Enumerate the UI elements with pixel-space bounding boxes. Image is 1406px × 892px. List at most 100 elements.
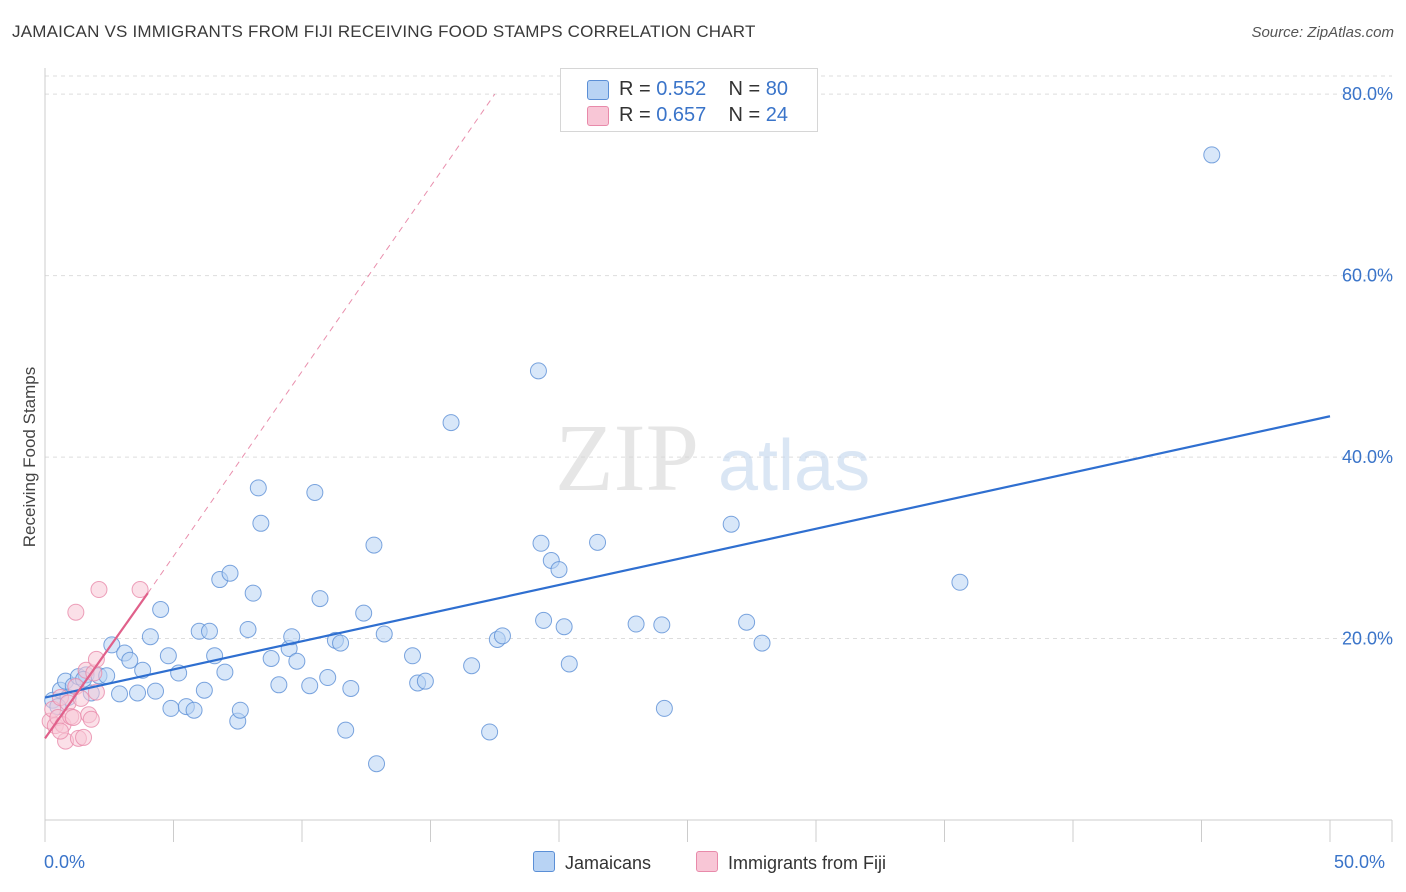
jamaicans-point — [337, 721, 355, 739]
jamaicans-point — [195, 681, 213, 699]
jamaicans-point — [239, 620, 257, 638]
jamaicans-point — [529, 362, 547, 380]
jamaicans-point — [249, 479, 267, 497]
fiji-point — [51, 722, 69, 740]
y-tick-label: 80.0% — [1342, 84, 1393, 104]
jamaicans-point — [532, 534, 550, 552]
jamaicans-point — [550, 561, 568, 579]
jamaicans-point — [368, 755, 386, 773]
jamaicans-point — [416, 672, 434, 690]
fiji-n-value: 24 — [765, 104, 789, 126]
stats-row-jamaicans: R = 0.552 N = 80 — [561, 75, 817, 101]
jamaicans-point — [951, 573, 969, 591]
jamaicans-point — [493, 627, 511, 645]
jamaicans-point — [221, 564, 239, 582]
fiji-swatch — [587, 106, 609, 126]
y-tick-label: 40.0% — [1342, 447, 1393, 467]
jamaicans-point — [404, 647, 422, 665]
jamaicans-point — [653, 616, 671, 634]
fiji-point — [82, 710, 100, 728]
jamaicans-point — [283, 628, 301, 646]
legend-fiji-swatch — [696, 851, 718, 872]
jamaicans-point — [200, 622, 218, 640]
jamaicans-point — [463, 657, 481, 675]
jamaicans-point — [301, 677, 319, 695]
x-tick-label-min: 0.0% — [44, 852, 86, 872]
watermark-zip: ZIP — [555, 404, 699, 511]
fiji-trend-extension — [147, 93, 496, 594]
jamaicans-point — [152, 601, 170, 619]
source-credit: Source: ZipAtlas.com — [1251, 24, 1394, 41]
jamaicans-swatch — [587, 80, 609, 100]
fiji-point — [131, 581, 149, 599]
legend-item-jamaicans[interactable]: Jamaicans — [533, 851, 651, 874]
jamaicans-point — [262, 649, 280, 667]
fiji-r-label: R = — [619, 104, 657, 126]
jamaicans-point — [129, 684, 147, 702]
fiji-n-label: N = — [728, 104, 766, 126]
grid-layer — [45, 75, 1392, 640]
jamaicans-point — [162, 699, 180, 717]
jamaicans-trend-line — [44, 415, 1331, 699]
jamaicans-r-label: R = — [619, 78, 657, 100]
jamaicans-point — [147, 682, 165, 700]
fiji-point — [64, 708, 82, 726]
y-tick-labels: 20.0% 40.0% 60.0% 80.0% — [1342, 84, 1393, 648]
jamaicans-point — [655, 699, 673, 717]
jamaicans-point — [159, 647, 177, 665]
legend-fiji-label: Immigrants from Fiji — [728, 853, 887, 873]
jamaicans-point — [111, 685, 129, 703]
jamaicans-point — [311, 590, 329, 608]
jamaicans-point — [535, 611, 553, 629]
jamaicans-point — [141, 628, 159, 646]
stats-row-fiji: R = 0.657 N = 24 — [561, 101, 817, 127]
jamaicans-point — [185, 701, 203, 719]
x-tick-label-max: 50.0% — [1334, 852, 1386, 872]
fiji-point — [72, 689, 90, 707]
points-layer — [41, 146, 1221, 773]
y-tick-label: 20.0% — [1342, 629, 1393, 649]
jamaicans-r-value: 0.552 — [656, 78, 707, 100]
stats-legend: R = 0.552 N = 80 R = 0.657 N = 24 — [560, 68, 818, 132]
jamaicans-point — [560, 655, 578, 673]
jamaicans-point — [216, 663, 234, 681]
watermark-atlas: atlas — [718, 426, 870, 506]
jamaicans-n-value: 80 — [765, 78, 789, 100]
fiji-point — [67, 603, 85, 621]
jamaicans-point — [342, 679, 360, 697]
axes-layer — [44, 68, 1393, 842]
jamaicans-point — [231, 701, 249, 719]
jamaicans-point — [270, 676, 288, 694]
jamaicans-point — [306, 483, 324, 501]
jamaicans-point — [555, 618, 573, 636]
jamaicans-point — [753, 634, 771, 652]
jamaicans-point — [244, 584, 262, 602]
chart-title: JAMAICAN VS IMMIGRANTS FROM FIJI RECEIVI… — [12, 22, 756, 41]
jamaicans-point — [121, 651, 139, 669]
jamaicans-point — [288, 652, 306, 670]
legend-item-fiji[interactable]: Immigrants from Fiji — [696, 851, 886, 874]
fiji-point — [75, 728, 93, 746]
jamaicans-point — [252, 514, 270, 532]
legend-jamaicans-swatch — [533, 851, 555, 872]
jamaicans-point — [1203, 146, 1221, 164]
jamaicans-point — [722, 515, 740, 533]
jamaicans-point — [589, 533, 607, 551]
jamaicans-point — [319, 669, 337, 687]
y-tick-label: 60.0% — [1342, 266, 1393, 286]
jamaicans-n-label: N = — [728, 78, 766, 100]
jamaicans-point — [365, 536, 383, 554]
fiji-r-value: 0.657 — [656, 104, 707, 126]
legend-jamaicans-label: Jamaicans — [565, 853, 652, 873]
jamaicans-point — [375, 625, 393, 643]
jamaicans-point — [481, 723, 499, 741]
fiji-point — [90, 581, 108, 599]
jamaicans-point — [355, 604, 373, 622]
trend-layer — [44, 93, 1331, 739]
jamaicans-point — [442, 414, 460, 432]
jamaicans-point — [627, 615, 645, 633]
series-legend: Jamaicans Immigrants from Fiji — [0, 851, 1406, 877]
watermark: ZIP atlas — [555, 404, 870, 511]
jamaicans-point — [738, 613, 756, 631]
